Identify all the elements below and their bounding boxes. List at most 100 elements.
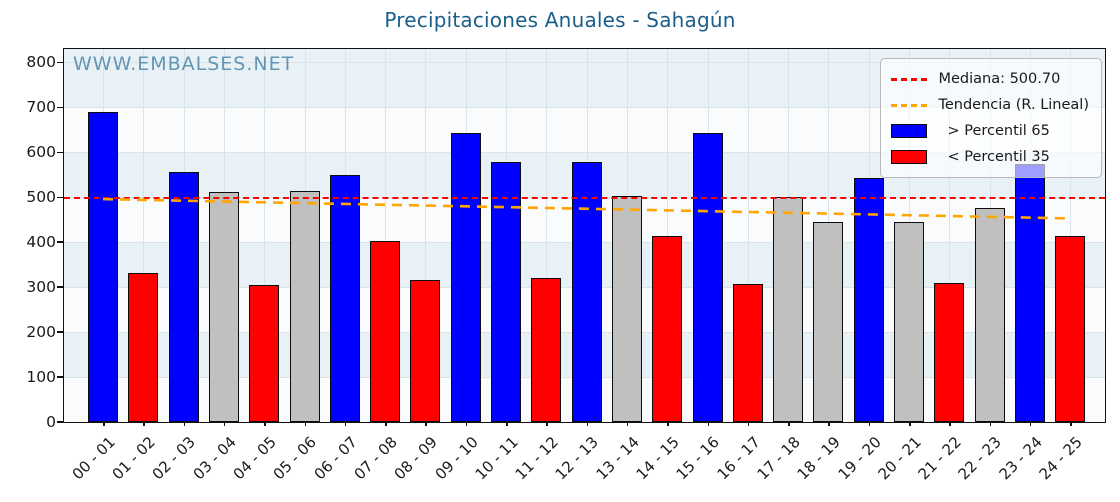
x-tick bbox=[143, 421, 145, 426]
x-tick-label: 03 - 04 bbox=[189, 433, 240, 484]
bar-17-18 bbox=[773, 196, 804, 422]
x-tick-label: 18 - 19 bbox=[793, 433, 845, 484]
x-tick-label: 10 - 11 bbox=[471, 433, 522, 484]
x-tick bbox=[909, 421, 911, 426]
x-tick-label: 00 - 01 bbox=[68, 433, 119, 484]
x-tick bbox=[788, 421, 790, 426]
legend-p65-label: > Percentil 65 bbox=[947, 123, 1050, 139]
v-gridline bbox=[385, 49, 387, 422]
bar-03-04 bbox=[208, 192, 239, 422]
x-tick bbox=[868, 421, 871, 426]
bar-24-25 bbox=[1055, 235, 1086, 422]
x-tick bbox=[223, 421, 226, 426]
y-tick bbox=[57, 421, 63, 423]
h-gridline bbox=[64, 107, 1105, 109]
legend: Mediana: 500.70 Tendencia (R. Lineal) > … bbox=[880, 58, 1102, 178]
x-tick-label: 19 - 20 bbox=[834, 433, 885, 484]
x-axis: 00 - 01 01 - 02 02 - 03 03 - 04 04 - 05 05 - … bbox=[64, 421, 1105, 502]
bar-16-17 bbox=[732, 284, 763, 422]
x-tick bbox=[1029, 421, 1032, 426]
x-tick bbox=[989, 421, 992, 426]
x-tick bbox=[304, 421, 306, 426]
y-tick bbox=[57, 61, 63, 64]
bar-02-03 bbox=[168, 171, 199, 422]
x-tick-label: 01 - 02 bbox=[108, 433, 160, 484]
bar-19-20 bbox=[853, 177, 884, 422]
legend-item-p65: > Percentil 65 bbox=[891, 118, 1089, 144]
watermark: WWW.EMBALSES.NET bbox=[73, 53, 295, 75]
bar-22-23 bbox=[974, 208, 1005, 422]
legend-p35-label: < Percentil 35 bbox=[947, 149, 1050, 165]
x-tick bbox=[667, 421, 669, 426]
y-tick-label: 300 bbox=[26, 278, 56, 297]
bar-15-16 bbox=[692, 133, 723, 422]
v-gridline bbox=[546, 49, 548, 422]
x-tick-label: 11 - 12 bbox=[511, 433, 563, 484]
x-tick-label: 21 - 22 bbox=[914, 433, 966, 484]
x-tick-label: 14 - 15 bbox=[632, 433, 683, 484]
x-tick-label: 02 - 03 bbox=[149, 433, 200, 484]
v-gridline bbox=[747, 49, 749, 422]
y-tick bbox=[57, 241, 63, 243]
y-tick bbox=[57, 286, 63, 288]
legend-item-trend: Tendencia (R. Lineal) bbox=[891, 92, 1089, 118]
x-tick-label: 16 - 17 bbox=[713, 433, 764, 484]
bar-23-24 bbox=[1014, 164, 1045, 422]
legend-trend-label: Tendencia (R. Lineal) bbox=[938, 97, 1089, 113]
y-tick-label: 700 bbox=[26, 98, 56, 117]
x-tick-label: 15 - 16 bbox=[672, 433, 724, 484]
x-tick bbox=[949, 421, 951, 426]
y-tick-label: 0 bbox=[46, 413, 56, 431]
x-tick bbox=[344, 421, 347, 426]
bar-12-13 bbox=[571, 162, 602, 422]
x-tick-label: 12 - 13 bbox=[552, 433, 603, 484]
median-line bbox=[64, 196, 1105, 199]
y-tick-label: 200 bbox=[26, 323, 56, 342]
bar-10-11 bbox=[491, 162, 521, 422]
x-tick-label: 08 - 09 bbox=[390, 433, 442, 484]
bar-05-06 bbox=[289, 191, 320, 422]
y-tick-label: 100 bbox=[26, 368, 56, 387]
bar-00-01 bbox=[88, 111, 118, 422]
p35-swatch-icon bbox=[891, 150, 928, 164]
x-tick-label: 20 - 21 bbox=[874, 433, 925, 484]
p65-swatch-icon bbox=[891, 124, 928, 138]
v-gridline bbox=[949, 49, 951, 422]
x-tick-label: 13 - 14 bbox=[592, 433, 643, 484]
y-tick-label: 600 bbox=[26, 143, 56, 162]
x-tick bbox=[103, 421, 105, 426]
x-tick bbox=[828, 421, 830, 426]
x-tick-label: 22 - 23 bbox=[955, 433, 1006, 484]
legend-median-label: Mediana: 500.70 bbox=[938, 71, 1061, 87]
bar-18-19 bbox=[813, 222, 844, 422]
bar-04-05 bbox=[249, 284, 280, 422]
bar-21-22 bbox=[934, 282, 965, 422]
trend-line bbox=[102, 197, 1071, 220]
median-dash-icon bbox=[891, 77, 928, 81]
y-tick bbox=[57, 331, 63, 333]
y-tick-label: 500 bbox=[26, 188, 56, 207]
x-tick bbox=[506, 421, 508, 426]
bar-14-15 bbox=[652, 235, 683, 422]
y-tick bbox=[57, 196, 63, 199]
x-tick-label: 17 - 18 bbox=[753, 433, 804, 484]
y-tick bbox=[57, 151, 63, 154]
bar-08-09 bbox=[410, 279, 441, 422]
bar-09-10 bbox=[450, 133, 481, 422]
x-tick bbox=[425, 421, 427, 426]
x-tick-label: 05 - 06 bbox=[269, 433, 321, 484]
y-tick-label: 800 bbox=[26, 53, 56, 72]
plot-area: WWW.EMBALSES.NET 0 100 200 300 400 500 600 700 8… bbox=[26, 48, 1106, 483]
legend-item-median: Mediana: 500.70 bbox=[891, 66, 1089, 92]
x-tick bbox=[1070, 421, 1072, 426]
bar-11-12 bbox=[531, 278, 562, 422]
x-tick bbox=[183, 421, 186, 426]
x-tick bbox=[707, 421, 709, 426]
x-tick-label: 04 - 05 bbox=[229, 433, 280, 484]
h-gridline bbox=[64, 62, 1105, 64]
trend-dash-icon bbox=[891, 103, 928, 107]
x-tick bbox=[465, 421, 468, 426]
y-tick bbox=[57, 106, 63, 109]
y-tick bbox=[57, 376, 63, 378]
x-tick-label: 07 - 08 bbox=[350, 433, 401, 484]
